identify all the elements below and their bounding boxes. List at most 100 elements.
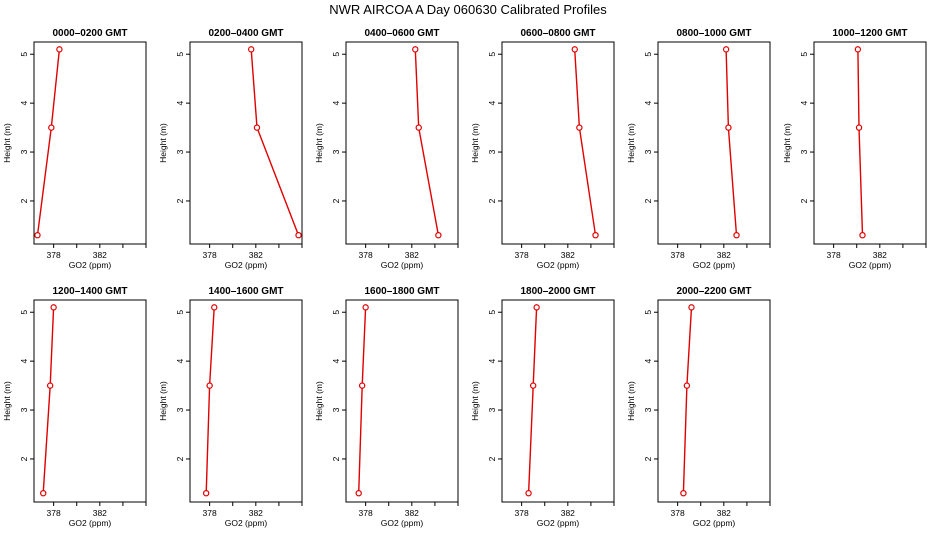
x-tick-label: 382: [93, 508, 107, 518]
y-tick-label: 3: [175, 407, 185, 412]
data-point: [253, 124, 261, 131]
panel-title: 0000–0200 GMT: [52, 28, 127, 39]
series-line: [857, 49, 864, 236]
y-axis-label: Height (m): [2, 381, 12, 421]
x-axis-label: GO2 (ppm): [693, 518, 736, 528]
y-tick-label: 4: [19, 101, 29, 106]
y-tick-label: 4: [19, 359, 29, 364]
data-point: [211, 304, 218, 311]
y-tick-label: 4: [487, 101, 497, 106]
panel-title: 0800–1000 GMT: [676, 28, 751, 39]
data-point: [680, 489, 687, 497]
x-tick-label: 378: [515, 508, 529, 518]
series-line: [358, 307, 367, 494]
y-tick-label: 3: [643, 149, 653, 154]
y-tick-label: 2: [175, 456, 185, 461]
series-line: [574, 49, 597, 236]
x-tick-label: 378: [671, 250, 685, 260]
y-tick-label: 5: [175, 52, 185, 57]
y-tick-label: 4: [175, 359, 185, 364]
data-point: [859, 231, 866, 239]
y-tick-label: 4: [175, 101, 185, 106]
panel-title: 0200–0400 GMT: [208, 28, 283, 39]
y-tick-label: 5: [643, 310, 653, 315]
plot-frame: [657, 41, 771, 245]
data-point: [34, 231, 41, 239]
x-tick-label: 382: [249, 508, 263, 518]
data-point: [362, 304, 369, 311]
data-point: [202, 489, 210, 497]
x-tick-label: 382: [93, 250, 107, 260]
series-line: [250, 49, 300, 236]
x-axis-label: GO2 (ppm): [225, 260, 268, 270]
y-tick-label: 5: [19, 310, 29, 315]
y-tick-label: 2: [487, 456, 497, 461]
data-point: [40, 489, 47, 497]
data-point: [855, 124, 863, 131]
y-axis-label: Height (m): [782, 123, 792, 163]
x-tick-label: 382: [873, 250, 887, 260]
y-tick-label: 2: [643, 456, 653, 461]
x-tick-label: 382: [561, 250, 575, 260]
data-point: [529, 382, 537, 389]
x-axis-label: GO2 (ppm): [537, 260, 580, 270]
panel-title: 1600–1800 GMT: [364, 286, 439, 297]
y-axis-label: Height (m): [626, 381, 636, 421]
plot-frame: [189, 299, 303, 503]
plot-frame: [657, 299, 771, 503]
y-axis-label: Height (m): [626, 123, 636, 163]
y-tick-label: 3: [799, 149, 809, 154]
panel-title: 1400–1600 GMT: [208, 286, 283, 297]
y-tick-label: 3: [331, 407, 341, 412]
x-axis-label: GO2 (ppm): [69, 260, 112, 270]
series-line: [527, 307, 538, 494]
y-axis-label: Height (m): [2, 123, 12, 163]
data-point: [571, 46, 578, 53]
panel-title: 1200–1400 GMT: [52, 286, 127, 297]
data-point: [46, 382, 54, 389]
data-point: [576, 124, 583, 131]
y-tick-label: 3: [19, 149, 29, 154]
plot-frame: [501, 41, 615, 245]
x-tick-label: 378: [515, 250, 529, 260]
series-line: [414, 49, 440, 236]
x-tick-label: 378: [359, 250, 373, 260]
y-tick-label: 2: [331, 198, 341, 203]
data-point: [722, 46, 730, 53]
plot-frame: [33, 299, 147, 503]
data-point: [533, 304, 540, 311]
series-line: [42, 307, 55, 494]
x-axis-label: GO2 (ppm): [381, 260, 424, 270]
x-tick-label: 382: [717, 508, 731, 518]
data-point: [854, 46, 862, 53]
x-tick-label: 378: [47, 250, 61, 260]
y-tick-label: 4: [643, 359, 653, 364]
data-point: [725, 124, 732, 131]
data-point: [56, 46, 63, 53]
y-tick-label: 5: [487, 310, 497, 315]
plot-frame: [501, 299, 615, 503]
data-point: [592, 231, 599, 239]
data-point: [50, 304, 57, 311]
data-point: [358, 382, 366, 389]
x-axis-label: GO2 (ppm): [69, 518, 112, 528]
y-axis-label: Height (m): [314, 123, 324, 163]
y-tick-label: 5: [331, 310, 341, 315]
x-tick-label: 378: [203, 250, 217, 260]
x-tick-label: 378: [203, 508, 217, 518]
y-tick-label: 2: [799, 198, 809, 203]
series-line: [725, 49, 738, 236]
y-axis-label: Height (m): [158, 381, 168, 421]
y-tick-label: 5: [487, 52, 497, 57]
y-tick-label: 4: [331, 359, 341, 364]
y-tick-label: 2: [487, 198, 497, 203]
data-point: [525, 489, 532, 497]
plot-frame: [345, 299, 459, 503]
